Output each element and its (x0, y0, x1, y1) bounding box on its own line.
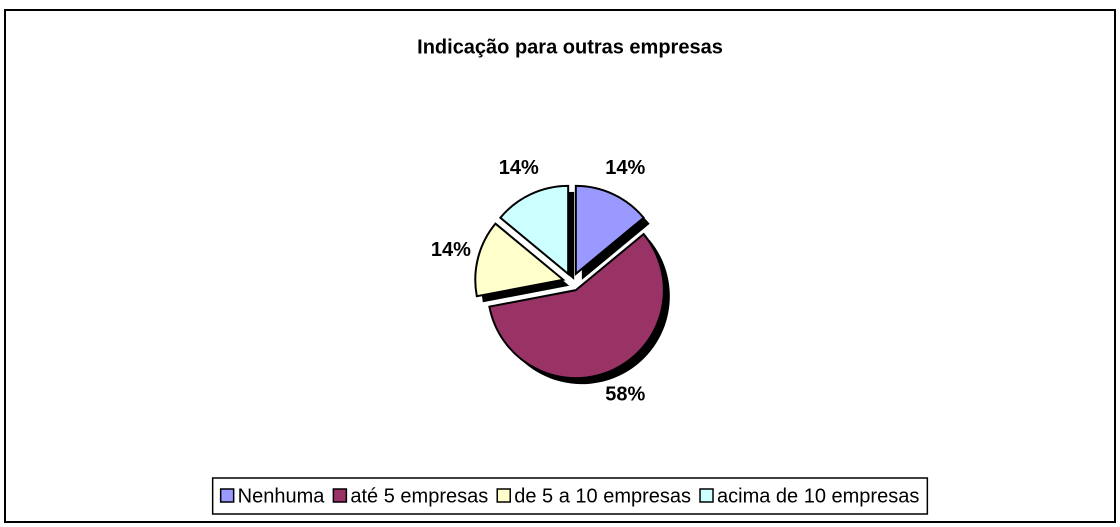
slice (488, 232, 665, 380)
slice (498, 184, 570, 276)
legend-box (211, 477, 929, 515)
legend-label: Nenhuma (238, 485, 326, 507)
data-label: 14% (499, 157, 539, 179)
legend-swatch (332, 488, 348, 503)
data-label: 14% (605, 157, 645, 179)
legend-label: acima de 10 empresas (717, 485, 919, 507)
chart-title: Indicação para outras empresas (417, 36, 723, 58)
data-label: 14% (431, 239, 471, 261)
legend-swatch (699, 488, 714, 503)
legend: Nenhuma até 5 empresas de 5 a 10 empresas a… (211, 477, 929, 515)
legend-swatch (496, 488, 511, 503)
slice (474, 222, 566, 298)
data-label: 58% (605, 383, 645, 405)
slice (574, 184, 646, 276)
legend-swatch (219, 488, 235, 503)
legend-label: até 5 empresas (350, 485, 488, 507)
legend-label: de 5 a 10 empresas (514, 485, 691, 507)
